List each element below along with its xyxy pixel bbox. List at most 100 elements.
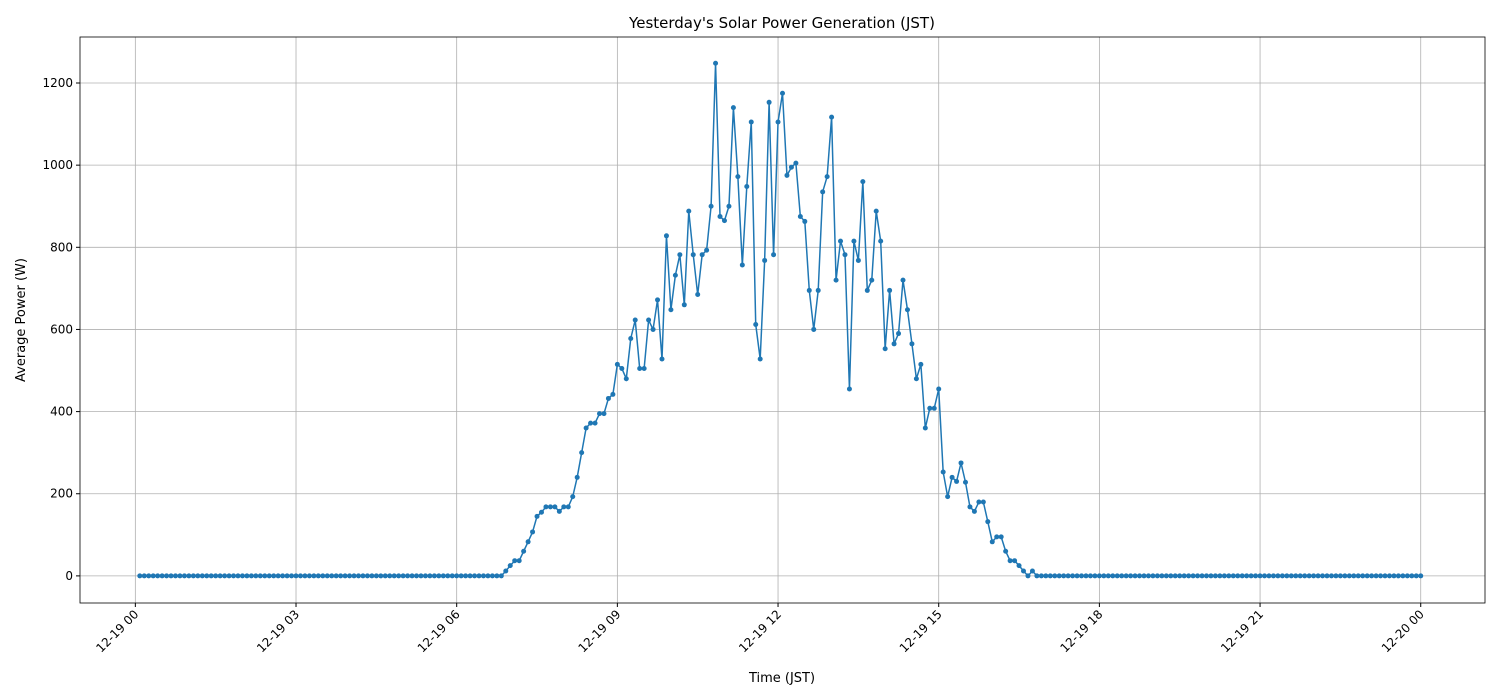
data-point [1096,573,1102,579]
data-point [427,573,433,579]
data-point [494,573,500,579]
data-point [806,287,812,293]
data-point [1284,573,1290,579]
data-point [695,292,701,298]
data-point [489,573,495,579]
data-point [293,573,299,579]
data-point [315,573,321,579]
x-tick-label: 12-19 09 [575,607,623,655]
data-point [329,573,335,579]
data-point [1119,573,1125,579]
data-point [655,297,661,303]
data-point [1279,573,1285,579]
data-point [561,504,567,510]
data-point [873,208,879,214]
data-point [1275,573,1281,579]
data-point [623,376,629,382]
x-tick-label: 12-19 06 [415,607,463,655]
y-tick-label: 1000 [42,158,73,172]
data-point [1038,573,1044,579]
data-point [922,425,928,431]
data-point [244,573,250,579]
data-point [913,376,919,382]
data-point [896,331,902,337]
data-point [391,573,397,579]
data-point [882,346,888,352]
data-point [954,478,960,484]
data-point [1163,573,1169,579]
data-point [1159,573,1165,579]
data-point [1025,573,1031,579]
data-point [556,508,562,514]
data-point [1110,573,1116,579]
data-point [967,504,973,510]
data-point [842,252,848,258]
data-point [141,573,147,579]
data-point [927,405,933,411]
data-point [726,203,732,209]
y-tick-label: 200 [50,487,73,501]
data-point [1016,563,1022,569]
data-point [663,233,669,239]
data-point [422,573,428,579]
x-tick-label: 12-19 21 [1218,607,1266,655]
data-point [373,573,379,579]
data-point [311,573,317,579]
data-point [525,539,531,545]
data-point [1297,573,1303,579]
data-point [356,573,362,579]
data-point [762,257,768,263]
data-point [1150,573,1156,579]
data-point [1070,573,1076,579]
data-point [1373,573,1379,579]
data-point [931,405,937,411]
chart-title: Yesterday's Solar Power Generation (JST) [628,14,935,32]
data-point [838,238,844,244]
data-point [146,573,152,579]
data-point [668,307,674,313]
data-point [173,573,179,579]
data-point [945,494,951,500]
y-tick-label: 800 [50,240,73,254]
data-point [1141,573,1147,579]
data-point [672,272,678,278]
data-point [780,90,785,96]
data-point [472,573,478,579]
data-point [476,573,482,579]
data-point [1270,573,1276,579]
data-point [369,573,375,579]
data-point [1087,573,1093,579]
data-point [538,509,544,515]
data-point [1226,573,1232,579]
data-point [458,573,464,579]
data-point [159,573,165,579]
data-point [574,474,580,480]
data-point [1253,573,1259,579]
data-point [1154,573,1160,579]
data-point [449,573,455,579]
data-point [1137,573,1143,579]
data-point [1083,573,1089,579]
data-point [784,172,790,178]
data-point [1074,573,1080,579]
data-point [1360,573,1366,579]
data-point [1172,573,1178,579]
data-point [1239,573,1245,579]
data-point [681,302,687,308]
data-point [632,317,638,323]
data-point [320,573,326,579]
data-point [588,420,594,426]
data-point [543,504,549,510]
data-point [387,573,393,579]
data-point [1056,573,1062,579]
data-point [262,573,268,579]
data-point [1262,573,1268,579]
data-point [641,365,647,371]
data-point [980,499,986,505]
data-point [364,573,370,579]
data-point [284,573,290,579]
data-point [610,391,616,397]
data-point [1021,568,1027,574]
x-tick-label: 12-20 00 [1379,607,1427,655]
